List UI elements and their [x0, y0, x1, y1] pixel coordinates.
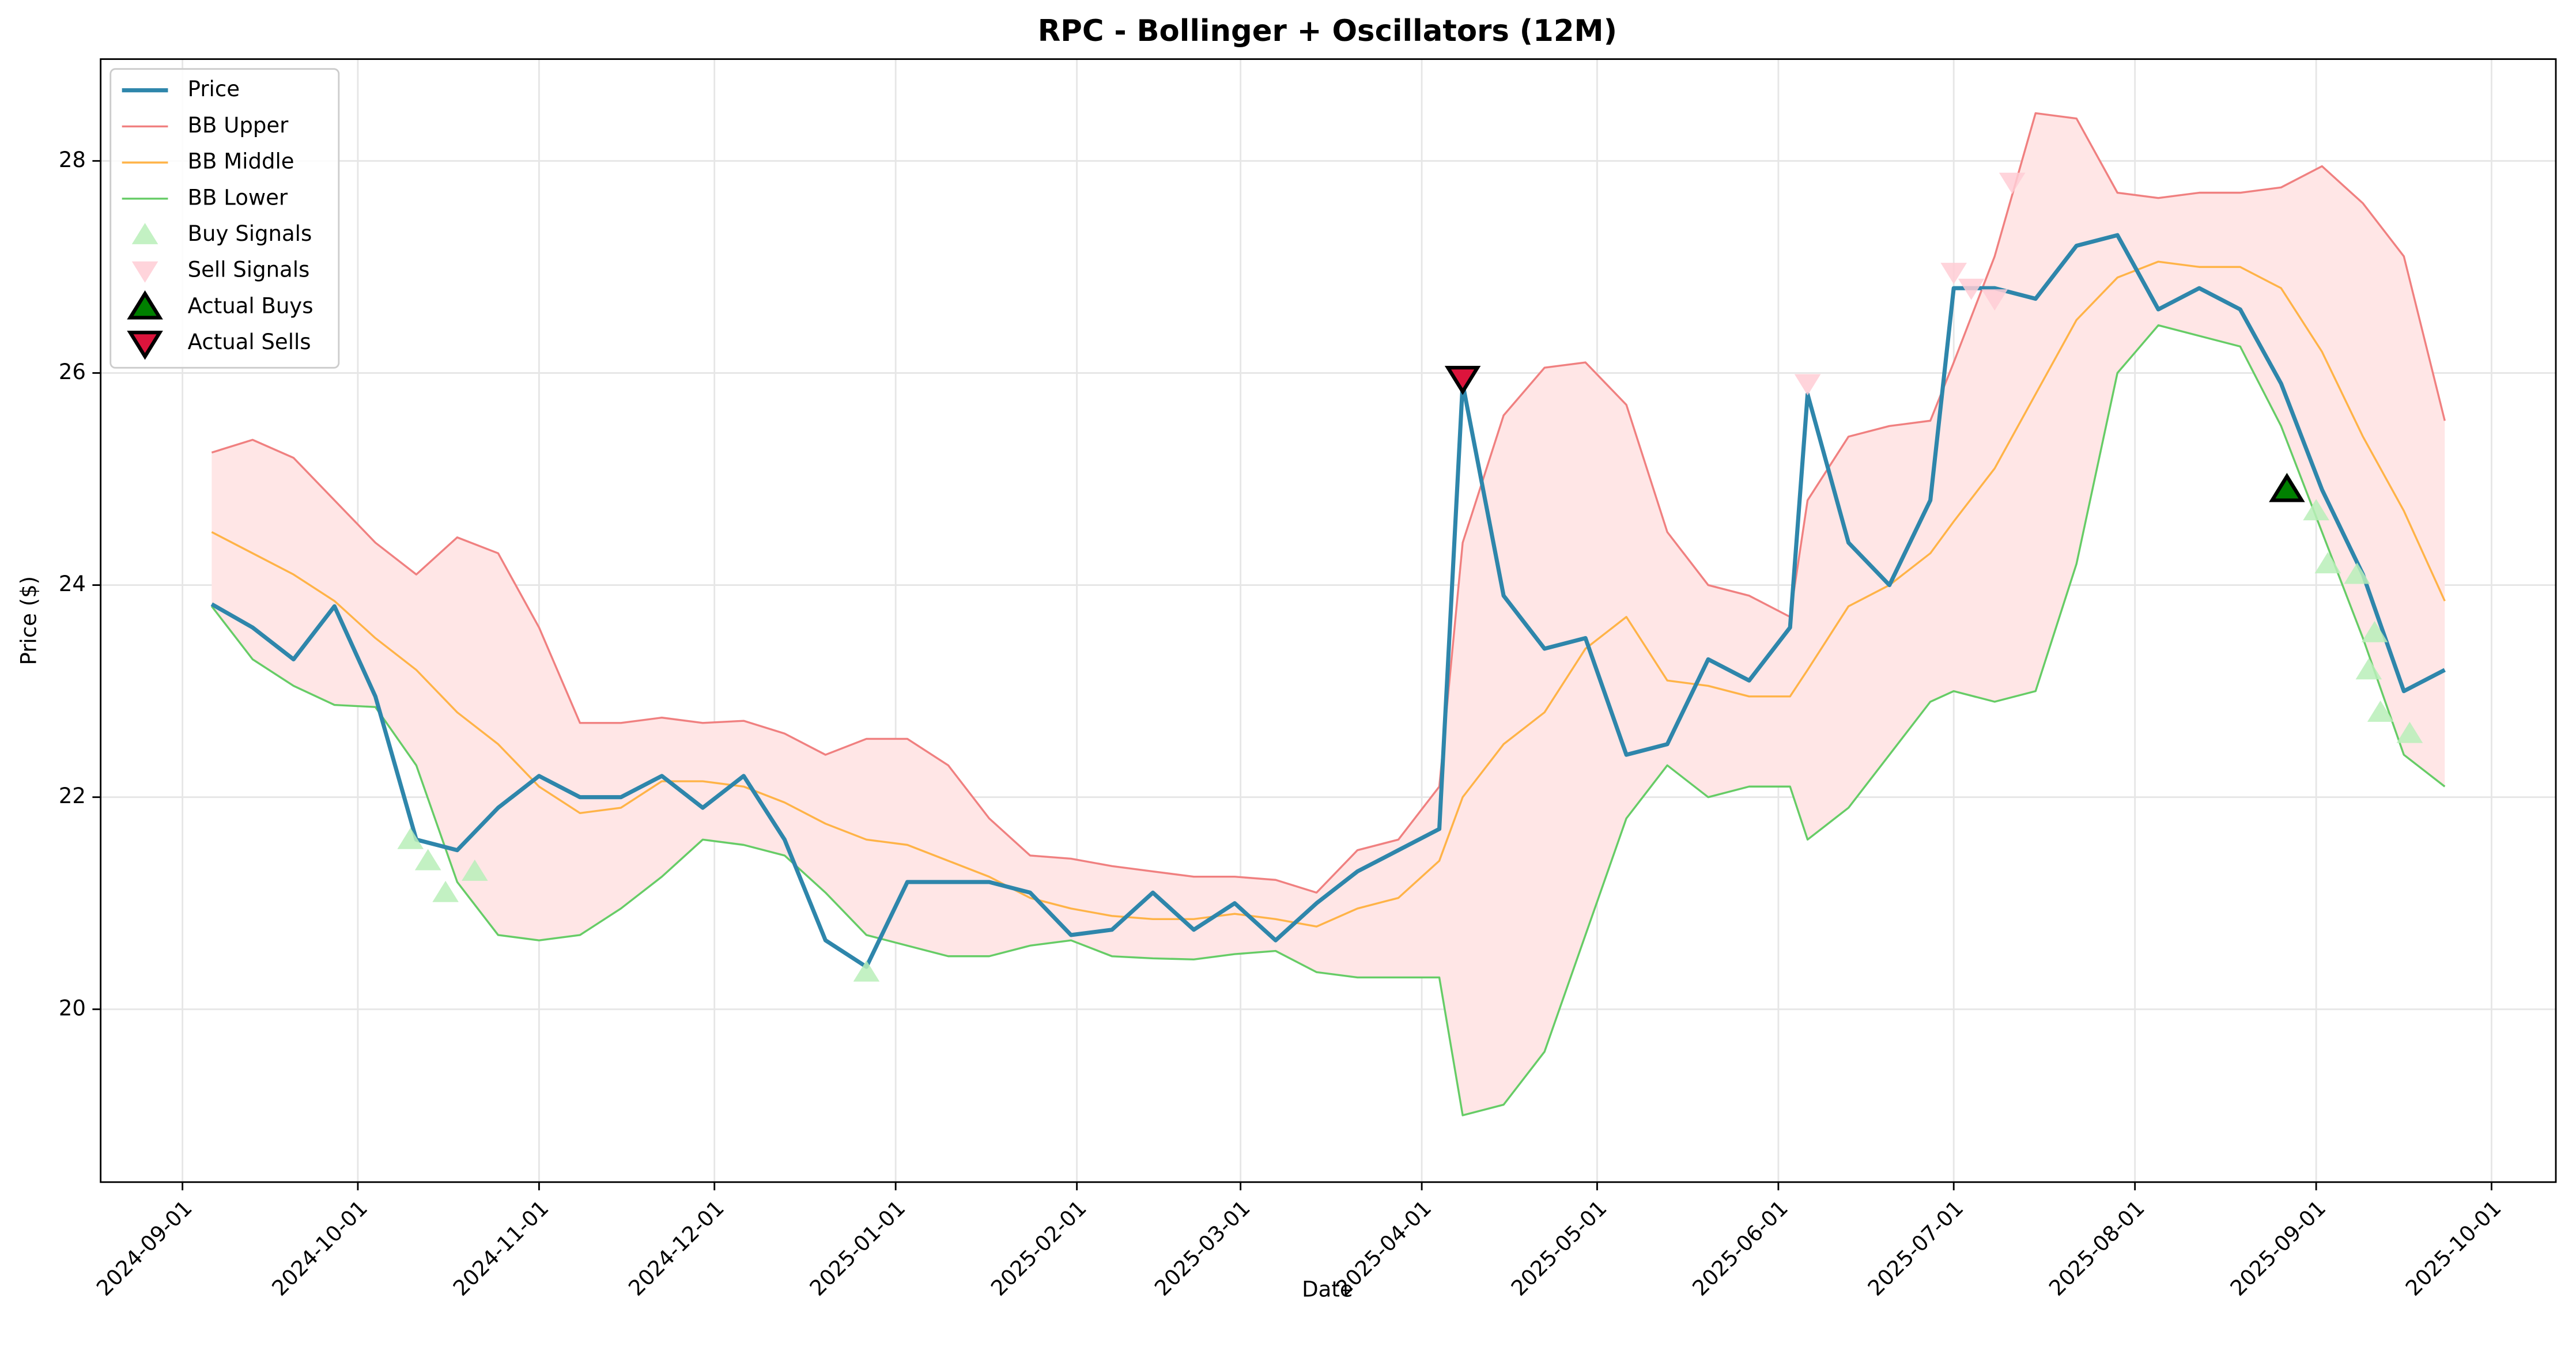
legend-swatch	[131, 222, 158, 244]
chart-title: RPC - Bollinger + Oscillators (12M)	[1038, 14, 1617, 48]
signal-marker	[2314, 552, 2341, 574]
x-axis-label: Date	[1302, 1277, 1353, 1301]
plot-frame	[100, 58, 2557, 1183]
signal-marker	[1794, 374, 1821, 396]
signal-marker	[853, 960, 880, 982]
legend-label: Actual Sells	[188, 330, 311, 354]
legend-label: BB Upper	[188, 113, 289, 138]
signal-marker	[2367, 700, 2394, 722]
signal-marker	[1958, 278, 1985, 300]
signal-marker	[2344, 562, 2370, 584]
line-series	[211, 324, 2446, 1117]
signal-marker	[2269, 472, 2305, 502]
band-fill	[211, 113, 2445, 1115]
signal-marker	[2361, 620, 2388, 642]
signal-marker	[1981, 289, 2008, 311]
line-series	[211, 260, 2446, 928]
signal-marker	[397, 827, 424, 849]
y-tick-label: 28	[59, 147, 86, 172]
signal-marker	[2355, 658, 2382, 680]
legend-label: Sell Signals	[188, 258, 310, 282]
legend: Price BB Upper BB Middle BB Lower Buy Signal…	[109, 68, 340, 369]
legend-box	[109, 68, 340, 369]
signal-marker	[1999, 172, 2026, 194]
signal-marker	[1444, 366, 1481, 395]
signal-marker	[462, 860, 488, 881]
legend-swatch	[127, 290, 163, 320]
line-series	[211, 112, 2446, 894]
y-tick-label: 22	[59, 784, 86, 808]
legend-label: Price	[188, 77, 240, 101]
legend-label: Buy Signals	[188, 221, 312, 246]
signal-marker	[2303, 499, 2329, 521]
y-tick-label: 20	[59, 996, 86, 1020]
legend-label: Actual Buys	[188, 293, 313, 318]
legend-label: BB Lower	[188, 185, 288, 210]
line-series	[210, 233, 2446, 969]
legend-label: BB Middle	[188, 149, 294, 174]
signal-marker	[432, 880, 459, 902]
y-axis-label: Price ($)	[17, 576, 41, 665]
legend-swatch	[131, 261, 158, 283]
y-tick-label: 26	[59, 360, 86, 384]
signal-marker	[1940, 263, 1967, 285]
signal-marker	[414, 849, 441, 871]
legend-swatch	[127, 330, 163, 360]
y-tick-label: 24	[59, 572, 86, 596]
signal-marker	[2396, 721, 2423, 743]
